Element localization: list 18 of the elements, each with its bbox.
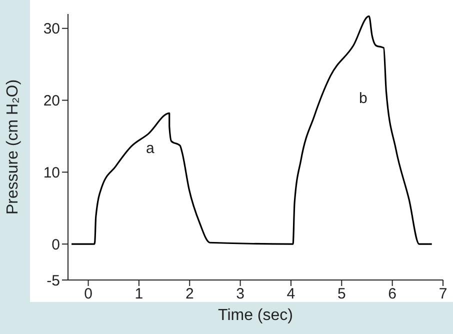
line-series [70,15,433,245]
y-tick-label: 30 [43,20,60,38]
x-tick-label: 2 [185,286,194,303]
y-tick-label: 10 [43,164,60,182]
annotation: a [146,140,154,158]
y-tick-label: 0 [52,236,60,254]
y-tick-label: 20 [43,92,60,110]
x-tick-label: 4 [286,286,296,303]
x-tick-label: 5 [337,286,346,303]
annotation: b [359,90,368,108]
x-tick-label: 6 [388,286,396,303]
x-axis-title: Time (sec) [218,307,293,324]
y-axis-title: Pressure (cm H₂O) [4,79,22,215]
x-tick-label: 7 [438,286,448,303]
x-tick-label: 3 [236,286,244,303]
y-tick-label: -5 [46,272,60,290]
x-tick-label: 1 [134,286,144,303]
x-tick-label: 0 [84,286,92,303]
